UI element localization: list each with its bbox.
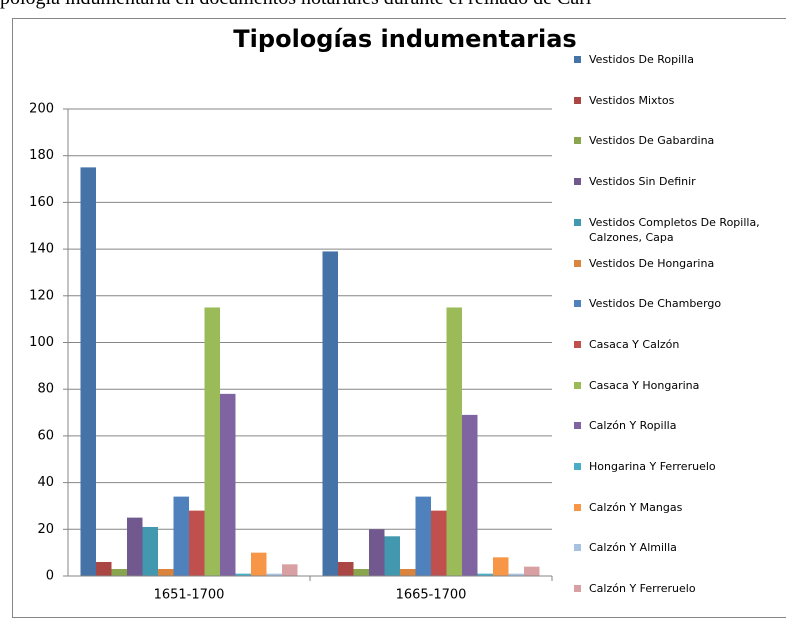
bar [96,561,112,576]
legend-swatch [574,340,581,348]
legend-label: Vestidos Sin Definir [589,175,696,189]
legend-swatch [574,96,581,104]
legend-swatch [574,463,581,470]
legend-label: Vestidos Mixtos [589,93,675,107]
legend-entry: Vestidos De Ropilla [574,52,694,67]
y-tick-label: 60 [37,428,54,443]
bar [524,566,540,576]
caption: pología indumentaria en documentos notar… [0,0,591,10]
legend-entry: Hongarina Y Ferreruelo [574,459,716,474]
y-tick-label: 140 [29,242,54,257]
legend-entry: Calzón Y Ferreruelo [574,581,696,596]
legend-entry: Vestidos Mixtos [574,93,674,108]
x-tick-label: 1651-1700 [154,588,225,603]
y-tick-label: 160 [29,195,54,210]
legend-entry: Calzón Y Ropilla [574,418,676,433]
bar [158,568,174,576]
bar [322,251,338,576]
legend-swatch [574,585,581,593]
bar [384,536,400,576]
bar [446,307,462,576]
x-tick-label: 1665-1700 [396,588,467,603]
chart-title: Tipologías indumentarias [233,25,576,53]
bar [111,568,127,576]
y-tick-label: 100 [29,335,54,350]
legend-swatch [574,544,581,552]
legend-entry: Casaca Y Hongarina [574,378,699,393]
legend-label: Calzón Y Ropilla [589,419,677,433]
legend-swatch [574,178,581,186]
legend-label: Hongarina Y Ferreruelo [589,460,716,473]
bar [400,568,416,576]
legend-label: Calzón Y Mangas [589,500,683,514]
bar [204,307,220,576]
legend-label: Calzón Y Almilla [589,541,677,555]
bar [127,517,143,576]
bar [462,414,478,576]
legend-entry: Vestidos De Hongarina [574,256,714,271]
legend-swatch [574,503,581,511]
bar [282,564,298,576]
legend-entry: Vestidos Sin Definir [574,174,696,189]
bar [142,526,158,576]
bar [431,510,447,576]
legend-label: Casaca Y Hongarina [589,378,700,392]
bar [353,568,369,576]
bar [189,510,205,576]
legend-entry: Casaca Y Calzón [574,337,679,352]
bar [80,167,96,576]
y-tick-label: 200 [29,102,54,117]
bar [173,496,189,576]
y-tick-label: 180 [29,148,54,163]
legend-swatch [574,381,581,389]
bar [235,573,251,576]
legend-label: Vestidos De Chambergo [589,297,722,311]
bar [369,529,385,576]
y-tick-label: 120 [29,288,54,303]
bar [338,561,354,576]
legend-swatch [574,56,581,63]
y-tick-label: 40 [37,475,54,490]
bar [493,557,509,576]
legend-entry: Calzón Y Almilla [574,540,677,555]
bar [220,393,236,576]
legend-swatch [574,137,581,145]
legend-label: Vestidos Completos De Ropilla, Calzones,… [589,215,760,244]
y-tick-label: 0 [46,569,54,584]
legend-swatch [574,422,581,430]
bar [266,573,282,576]
legend-label: Vestidos De Hongarina [589,256,715,270]
legend-entry: Vestidos De Chambergo [574,296,721,311]
y-tick-label: 80 [37,382,54,397]
legend-swatch [574,300,581,308]
legend-label: Calzón Y Ferreruelo [589,582,696,596]
bar [415,496,431,576]
legend-swatch [574,218,581,226]
legend-label: Vestidos De Ropilla [589,53,694,66]
legend-swatch [574,259,581,267]
legend-label: Casaca Y Calzón [589,337,680,351]
bar [508,573,524,576]
bar [251,552,267,576]
legend-entry: Vestidos Completos De Ropilla, Calzones,… [574,215,786,245]
legend-entry: Calzón Y Mangas [574,500,682,515]
legend-entry: Vestidos De Gabardina [574,133,714,148]
y-tick-label: 20 [37,522,54,537]
legend-label: Vestidos De Gabardina [589,134,715,148]
bar [477,573,493,576]
